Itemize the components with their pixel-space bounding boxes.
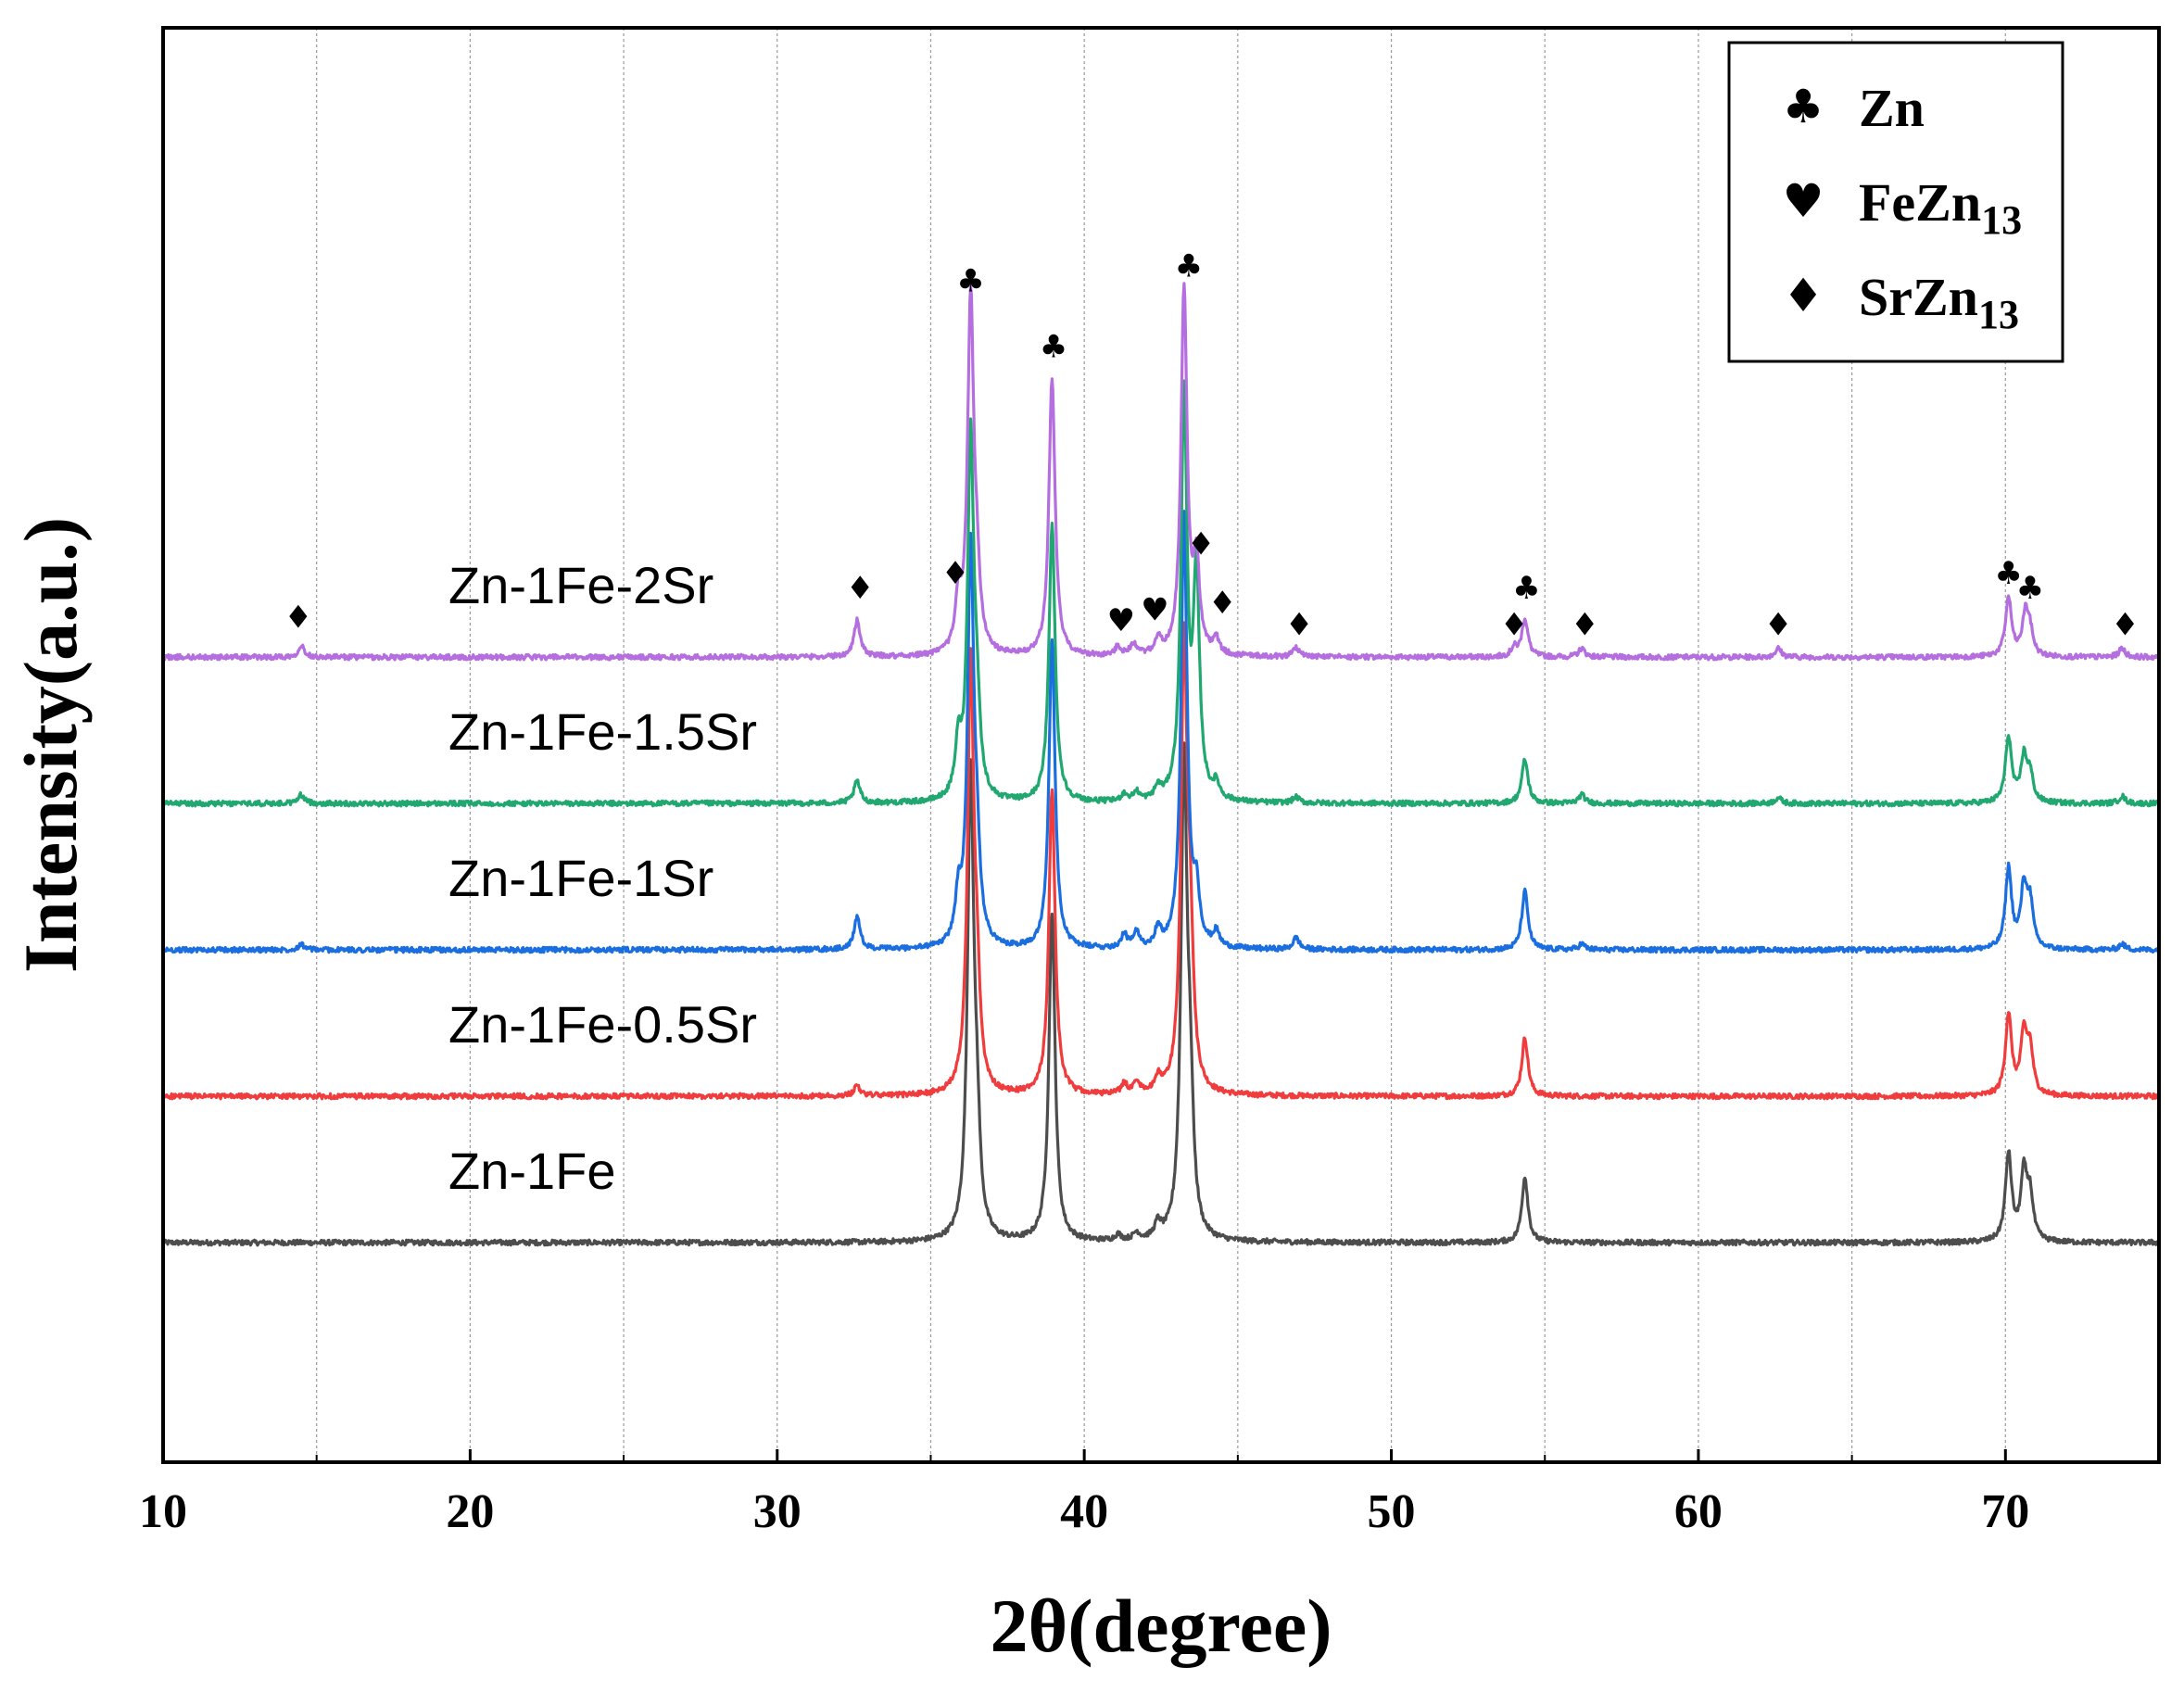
series-line-zn-1fe-2sr bbox=[162, 282, 2161, 662]
peak-marker: ♥ bbox=[1141, 592, 1168, 629]
peak-marker: ♦ bbox=[1285, 607, 1313, 644]
peak-marker: ♦ bbox=[2111, 607, 2139, 644]
x-tick-label: 70 bbox=[1981, 1485, 2029, 1538]
peak-marker: ♦ bbox=[284, 600, 312, 637]
x-tick-label: 20 bbox=[446, 1485, 494, 1538]
legend-symbol: ♣ bbox=[1783, 80, 1824, 133]
peak-marker: ♦ bbox=[1571, 607, 1598, 644]
peak-marker: ♣ bbox=[956, 262, 984, 299]
peak-marker: ♦ bbox=[1764, 607, 1792, 644]
grid-lines bbox=[316, 28, 2006, 1462]
peak-marker: ♣ bbox=[1040, 328, 1067, 365]
series-labels: Zn-1Fe Zn-1Fe-0.5Sr Zn-1Fe-1Sr Zn-1Fe-1.5Sr… bbox=[448, 556, 757, 1200]
series-group bbox=[161, 282, 2161, 1247]
peak-marker: ♦ bbox=[846, 570, 874, 607]
legend-label: FeZn13 bbox=[1859, 172, 2022, 243]
series-line-zn-1fe-1-5sr bbox=[161, 379, 2161, 808]
y-axis-title: Intensity(a.u.) bbox=[8, 517, 93, 973]
peak-marker: ♦ bbox=[1187, 526, 1215, 563]
peak-marker: ♣ bbox=[2016, 570, 2044, 607]
legend: ♣ Zn ♥ FeZn13 ♦ SrZn13 bbox=[1727, 41, 2064, 363]
series-label: Zn-1Fe-1Sr bbox=[448, 849, 713, 907]
series-line-zn-1fe-0-5sr bbox=[161, 621, 2160, 1101]
peak-marker: ♦ bbox=[941, 555, 969, 592]
legend-symbol: ♥ bbox=[1783, 174, 1824, 228]
x-tick-label: 50 bbox=[1368, 1485, 1416, 1538]
peak-marker: ♦ bbox=[1500, 607, 1528, 644]
peak-marker: ♦ bbox=[1208, 585, 1236, 622]
x-tick-label: 40 bbox=[1060, 1485, 1108, 1538]
series-label: Zn-1Fe-0.5Sr bbox=[448, 995, 757, 1054]
plot-frame bbox=[161, 26, 2161, 1464]
series-label: Zn-1Fe-1.5Sr bbox=[448, 702, 757, 761]
x-tick-label: 60 bbox=[1674, 1485, 1723, 1538]
peak-marker: ♣ bbox=[1994, 555, 2022, 592]
legend-label: Zn bbox=[1859, 78, 1925, 138]
series-line-zn-1fe bbox=[161, 741, 2161, 1247]
peak-marker: ♣ bbox=[1512, 570, 1540, 607]
series-label: Zn-1Fe bbox=[448, 1142, 616, 1200]
x-axis-title: 2θ(degree) bbox=[990, 1584, 1332, 1668]
series-label: Zn-1Fe-2Sr bbox=[448, 556, 713, 614]
x-axis-ticks: 10 20 30 40 50 60 70 bbox=[139, 1449, 2029, 1538]
peak-marker: ♥ bbox=[1107, 602, 1135, 639]
series-line-zn-1fe-1sr bbox=[161, 510, 2161, 954]
peak-markers: ♦♦ ♦♣♣♥ ♥♣♦♦♦ ♦♣♦ ♦♣♣♦ bbox=[284, 248, 2140, 644]
legend-box bbox=[1727, 41, 2064, 363]
legend-label: SrZn13 bbox=[1859, 267, 2019, 337]
x-tick-label: 10 bbox=[139, 1485, 187, 1538]
peak-marker: ♣ bbox=[1175, 248, 1203, 285]
x-tick-label: 30 bbox=[753, 1485, 802, 1538]
legend-symbol: ♦ bbox=[1783, 269, 1824, 322]
